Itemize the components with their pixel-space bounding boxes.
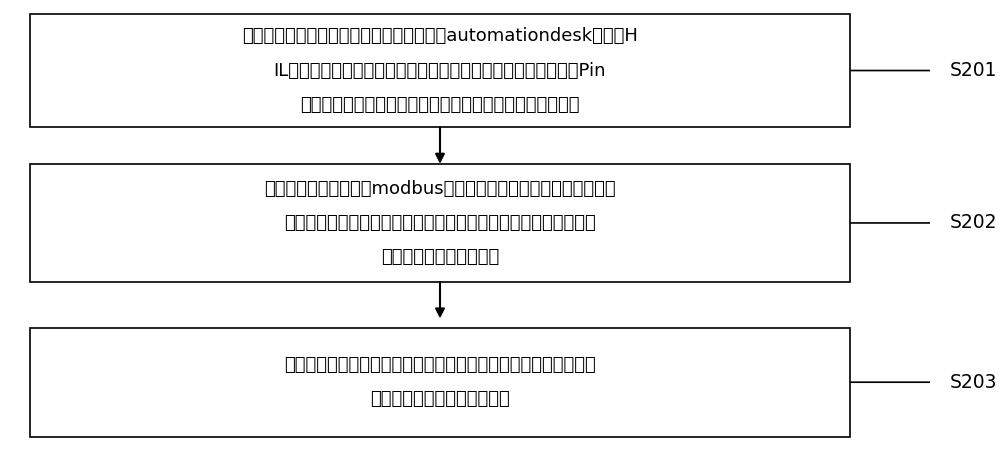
Text: 响应于获取的上位机仿真端自动化编程软件automationdesk指令，H: 响应于获取的上位机仿真端自动化编程软件automationdesk指令，H: [242, 27, 638, 46]
Text: 根据下位机视觉分析机对与所述某一信号相对应的指示灯进行识别: 根据下位机视觉分析机对与所述某一信号相对应的指示灯进行识别: [284, 356, 596, 374]
Bar: [30, 328, 850, 437]
Text: 脚，使所述组合仪表盘显示与所述某一信号相对应的指示灯: 脚，使所述组合仪表盘显示与所述某一信号相对应的指示灯: [300, 96, 580, 114]
Text: 命令，驱动摄像机开始对所述组合仪表盘中显示的与所述某一信号: 命令，驱动摄像机开始对所述组合仪表盘中显示的与所述某一信号: [284, 214, 596, 232]
Text: ，并匹配到某一预设的指示灯: ，并匹配到某一预设的指示灯: [370, 390, 510, 408]
Text: 相对应的指示灯进行采集: 相对应的指示灯进行采集: [381, 248, 499, 266]
Text: S203: S203: [950, 373, 998, 392]
Text: S201: S201: [950, 61, 998, 80]
Text: 下位机视觉分析机通过modbus通讯获取上位机仿真端所发出的识别: 下位机视觉分析机通过modbus通讯获取上位机仿真端所发出的识别: [264, 180, 616, 198]
Text: S202: S202: [950, 213, 998, 233]
Text: IL仿真平台将某一信号发送至与所述某一信号相关联的汽车仪表Pin: IL仿真平台将某一信号发送至与所述某一信号相关联的汽车仪表Pin: [274, 61, 606, 80]
Bar: [30, 164, 850, 282]
Bar: [30, 14, 850, 127]
